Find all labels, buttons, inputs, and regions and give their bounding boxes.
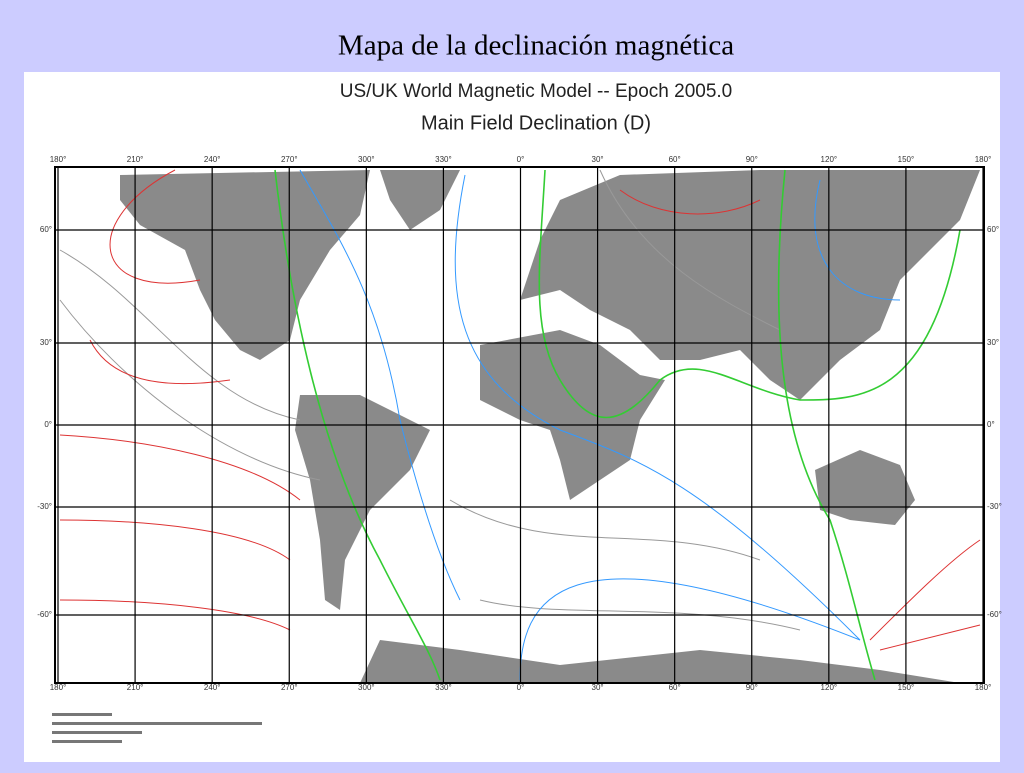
map-frame <box>54 166 985 684</box>
greenland <box>380 170 460 230</box>
antarctica <box>360 640 960 683</box>
contour-line <box>59 434 301 501</box>
lon-label: 240° <box>204 155 221 164</box>
contour-line <box>599 169 781 331</box>
south-america <box>295 395 430 610</box>
lon-label: 30° <box>592 155 604 164</box>
contour-line <box>59 249 301 421</box>
agonic-line <box>538 169 961 419</box>
lat-label: -30° <box>987 502 1002 511</box>
lon-label: 60° <box>669 683 681 692</box>
contour-line <box>449 499 761 561</box>
australia <box>815 450 915 525</box>
lon-label: 150° <box>898 683 915 692</box>
contour-line <box>479 599 801 631</box>
contour-line <box>814 179 901 301</box>
lon-label: 270° <box>281 683 298 692</box>
lon-label: 0° <box>517 155 525 164</box>
lon-label: 330° <box>435 683 452 692</box>
contour-line <box>299 169 461 601</box>
lon-label: 150° <box>898 155 915 164</box>
contour-line <box>109 169 201 284</box>
lon-label: 270° <box>281 155 298 164</box>
lon-label: 0° <box>517 683 525 692</box>
graticule: 180° 180° 210° 210° 240° 240° 270° 270° 300° 300°… <box>37 155 1002 692</box>
lat-label: 0° <box>987 420 995 429</box>
lon-label: 30° <box>592 683 604 692</box>
contour-line <box>619 189 761 215</box>
lon-label: 60° <box>669 155 681 164</box>
africa <box>480 330 665 500</box>
map-legend <box>52 713 262 743</box>
lat-label: 60° <box>40 225 52 234</box>
contour-line <box>454 174 861 641</box>
lon-label: 90° <box>746 683 758 692</box>
contour-line <box>89 339 231 385</box>
lat-label: -60° <box>987 610 1002 619</box>
legend-text-line <box>52 722 262 725</box>
contour-line <box>869 539 981 641</box>
contours <box>59 169 981 681</box>
legend-text-line <box>52 740 122 743</box>
legend-text-line <box>52 713 112 716</box>
map-title: US/UK World Magnetic Model -- Epoch 2005… <box>340 81 733 102</box>
lon-label: 300° <box>358 155 375 164</box>
lon-label: 180° <box>975 155 992 164</box>
contour-line <box>59 599 291 631</box>
lat-label: 30° <box>40 338 52 347</box>
map-subtitle: Main Field Declination (D) <box>421 112 651 134</box>
lon-label: 240° <box>204 683 221 692</box>
lon-label: 120° <box>821 155 838 164</box>
lon-label: 210° <box>127 683 144 692</box>
lat-label: 60° <box>987 225 999 234</box>
contour-line <box>59 519 291 561</box>
lon-label: 90° <box>746 155 758 164</box>
lon-label: 180° <box>50 155 67 164</box>
agonic-line <box>777 169 876 681</box>
lon-label: 120° <box>821 683 838 692</box>
lat-label: 30° <box>987 338 999 347</box>
contour-line <box>59 299 321 481</box>
legend-text-line <box>52 731 142 734</box>
slide-title: Mapa de la declinación magnética <box>338 30 734 62</box>
lon-label: 210° <box>127 155 144 164</box>
lon-label: 180° <box>975 683 992 692</box>
contour-line <box>879 624 981 651</box>
lon-label: 300° <box>358 683 375 692</box>
lat-label: 0° <box>44 420 52 429</box>
lat-label: -60° <box>37 610 52 619</box>
north-america <box>120 170 370 360</box>
contour-line <box>519 578 861 681</box>
lat-label: -30° <box>37 502 52 511</box>
lon-label: 180° <box>50 683 67 692</box>
lon-label: 330° <box>435 155 452 164</box>
